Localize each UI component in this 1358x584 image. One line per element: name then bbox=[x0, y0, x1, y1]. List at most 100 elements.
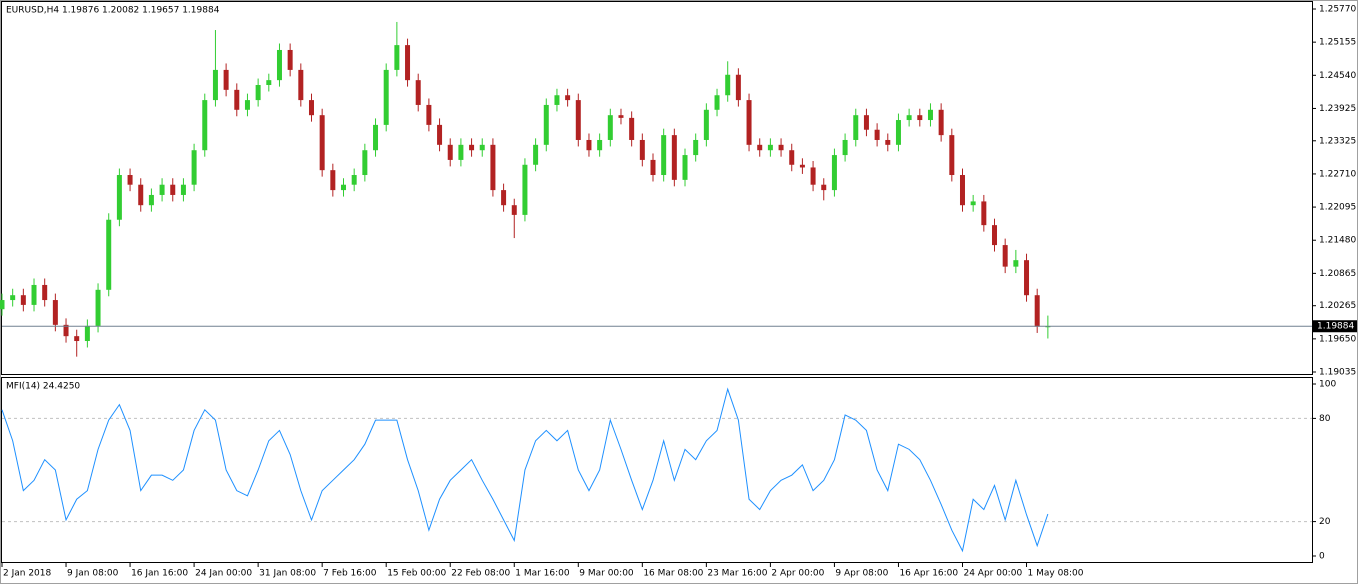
candle-body bbox=[479, 144, 485, 151]
candle-body bbox=[1013, 260, 1019, 267]
candle-body bbox=[116, 175, 122, 220]
price-label-box bbox=[1313, 320, 1357, 333]
y-tick-label: 80 bbox=[1319, 414, 1331, 424]
candle-body bbox=[938, 109, 944, 136]
candle-body bbox=[362, 150, 368, 176]
candle-body bbox=[298, 69, 304, 101]
candle-body bbox=[383, 69, 389, 125]
candle-body bbox=[266, 80, 272, 86]
candle-body bbox=[842, 139, 848, 156]
x-tick-label: 1 May 08:00 bbox=[1028, 569, 1084, 579]
x-tick-label: 16 Mar 08:00 bbox=[643, 569, 703, 579]
candle-body bbox=[373, 124, 379, 151]
y-tick-label: 1.21480 bbox=[1319, 236, 1356, 246]
x-tick-label: 24 Jan 00:00 bbox=[195, 569, 252, 579]
y-tick-label: 0 bbox=[1319, 551, 1325, 561]
candle-body bbox=[927, 109, 933, 121]
mfi-pane bbox=[1, 377, 1313, 563]
candle-body bbox=[95, 289, 101, 326]
candle-body bbox=[212, 69, 218, 101]
candle-body bbox=[522, 164, 528, 215]
y-tick-label: 1.25770 bbox=[1319, 5, 1356, 15]
candle-body bbox=[981, 201, 987, 226]
candle-body bbox=[607, 115, 613, 140]
candle-body bbox=[1002, 245, 1008, 267]
candle-body bbox=[821, 184, 827, 191]
y-tick-label: 1.24540 bbox=[1319, 71, 1356, 81]
candle-body bbox=[469, 144, 475, 151]
candle-body bbox=[341, 184, 347, 191]
candle-body bbox=[148, 194, 154, 206]
candle-body bbox=[725, 74, 731, 96]
candle-body bbox=[970, 201, 976, 206]
y-tick-label: 1.19035 bbox=[1319, 368, 1356, 378]
candle-body bbox=[31, 284, 37, 305]
candle-body bbox=[959, 175, 965, 206]
x-tick-label: 31 Jan 08:00 bbox=[259, 569, 316, 579]
candle-body bbox=[799, 164, 805, 168]
candle-body bbox=[1034, 295, 1040, 327]
candle-body bbox=[949, 135, 955, 176]
candle-body bbox=[874, 129, 880, 140]
candle-body bbox=[84, 325, 90, 342]
candle-body bbox=[511, 205, 517, 215]
candle-body bbox=[693, 139, 699, 156]
candle-body bbox=[703, 109, 709, 140]
y-tick-label: 1.23325 bbox=[1319, 136, 1356, 146]
candle-body bbox=[330, 170, 336, 191]
candle-body bbox=[650, 159, 656, 176]
candle-body bbox=[63, 324, 69, 337]
mfi-line bbox=[1, 387, 1049, 553]
candle-body bbox=[501, 190, 507, 206]
y-tick-label: 1.25155 bbox=[1319, 38, 1356, 48]
y-tick-label: 1.19650 bbox=[1319, 334, 1356, 344]
x-tick-label: 2 Jan 2018 bbox=[3, 569, 51, 579]
candle-body bbox=[906, 115, 912, 121]
x-tick-label: 16 Jan 16:00 bbox=[131, 569, 188, 579]
y-tick-label: 1.22710 bbox=[1319, 169, 1356, 179]
candle-body bbox=[629, 117, 635, 140]
y-tick-label: 1.20265 bbox=[1319, 301, 1356, 311]
candle-body bbox=[778, 144, 784, 151]
x-tick-label: 9 Mar 00:00 bbox=[579, 569, 634, 579]
candle-body bbox=[789, 150, 795, 165]
candle-body bbox=[223, 69, 229, 90]
y-tick-label: 1.22095 bbox=[1319, 203, 1356, 213]
price-label: 1.19884 bbox=[1317, 322, 1354, 332]
candle-body bbox=[917, 115, 923, 121]
candle-body bbox=[1024, 260, 1030, 296]
price-pane bbox=[1, 1, 1313, 375]
candle-body bbox=[234, 89, 240, 110]
candle-body bbox=[714, 95, 720, 110]
candle-body bbox=[661, 135, 667, 176]
candle-body bbox=[0, 300, 5, 310]
candle-body bbox=[831, 155, 837, 191]
candle-body bbox=[74, 336, 80, 342]
candle-body bbox=[490, 144, 496, 191]
candle-body bbox=[575, 100, 581, 140]
candle-body bbox=[458, 144, 464, 160]
candle-body bbox=[351, 175, 357, 185]
indicator-title: MFI(14) 24.4250 bbox=[6, 382, 80, 392]
candle-body bbox=[426, 104, 432, 125]
candle-body bbox=[757, 144, 763, 151]
candle-body bbox=[810, 167, 816, 185]
candle-body bbox=[52, 300, 58, 325]
candle-body bbox=[191, 150, 197, 185]
candle-body bbox=[554, 95, 560, 105]
y-tick-label: 1.23925 bbox=[1319, 104, 1356, 114]
candle-body bbox=[106, 219, 112, 290]
candle-body bbox=[543, 104, 549, 145]
candle-body bbox=[10, 295, 16, 301]
chart-title: EURUSD,H4 1.19876 1.20082 1.19657 1.1988… bbox=[6, 6, 220, 16]
candle-body bbox=[682, 155, 688, 180]
candle-body bbox=[853, 115, 859, 140]
candle-body bbox=[992, 225, 998, 246]
candle-body bbox=[319, 115, 325, 171]
candle-body bbox=[138, 184, 144, 206]
candle-body bbox=[767, 144, 773, 151]
candle-body bbox=[533, 144, 539, 165]
candle-body bbox=[597, 139, 603, 151]
